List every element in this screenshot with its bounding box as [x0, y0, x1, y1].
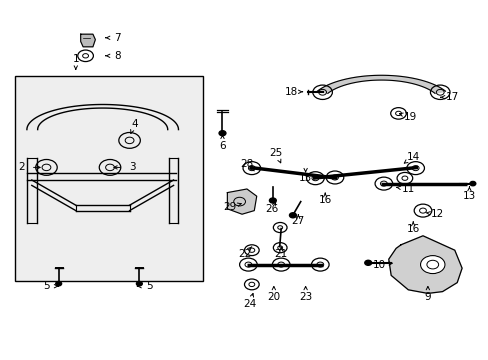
Text: 5: 5: [43, 281, 50, 291]
Text: 5: 5: [145, 281, 152, 291]
Text: 19: 19: [403, 112, 417, 122]
Polygon shape: [317, 75, 445, 93]
Text: 2: 2: [19, 162, 25, 172]
Text: 23: 23: [298, 292, 312, 302]
Text: 16: 16: [406, 224, 419, 234]
Text: 29: 29: [223, 202, 236, 212]
Text: 26: 26: [264, 204, 278, 214]
Polygon shape: [81, 34, 95, 47]
Text: 20: 20: [267, 292, 280, 302]
Circle shape: [469, 181, 475, 186]
Text: 28: 28: [240, 159, 253, 169]
Text: 16: 16: [318, 195, 331, 205]
Text: 24: 24: [242, 299, 256, 309]
Bar: [15, 76, 203, 281]
Text: 7: 7: [114, 33, 121, 43]
Text: 18: 18: [284, 87, 297, 97]
Text: 8: 8: [114, 51, 121, 61]
Text: 6: 6: [219, 141, 225, 151]
Text: 14: 14: [406, 152, 419, 162]
Text: 4: 4: [131, 119, 138, 129]
Text: 1: 1: [72, 54, 79, 64]
Text: 15: 15: [298, 173, 312, 183]
Polygon shape: [227, 189, 256, 214]
Text: 25: 25: [269, 148, 283, 158]
Circle shape: [420, 256, 444, 274]
Text: 27: 27: [291, 216, 305, 226]
Polygon shape: [388, 236, 461, 293]
Text: 12: 12: [430, 209, 444, 219]
Circle shape: [219, 131, 225, 136]
Circle shape: [136, 282, 142, 286]
Text: 10: 10: [372, 260, 385, 270]
Text: 21: 21: [274, 249, 287, 259]
Text: 3: 3: [128, 162, 135, 172]
Text: 9: 9: [424, 292, 430, 302]
Circle shape: [56, 282, 61, 286]
Circle shape: [269, 198, 276, 203]
Text: 17: 17: [445, 92, 458, 102]
Text: 13: 13: [462, 191, 475, 201]
Text: 22: 22: [237, 249, 251, 259]
Text: 11: 11: [401, 184, 414, 194]
Circle shape: [364, 260, 371, 265]
Circle shape: [289, 213, 296, 218]
